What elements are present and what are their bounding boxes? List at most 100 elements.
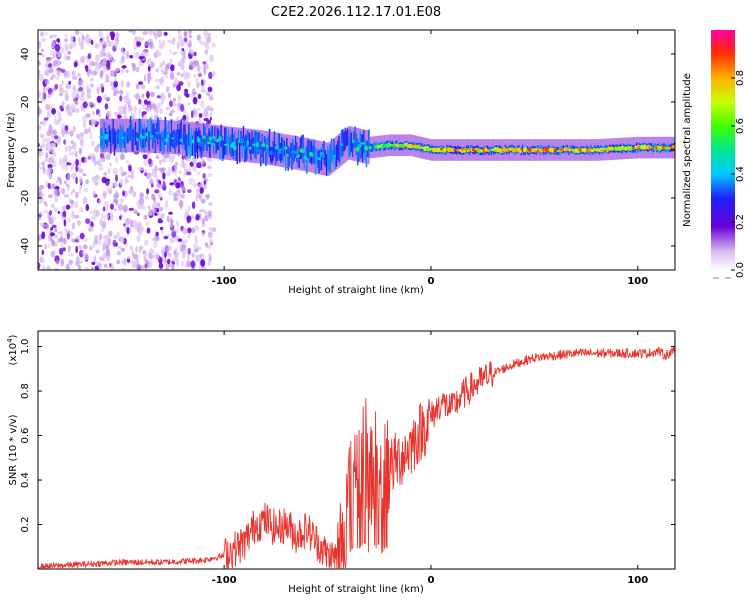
- spectrogram-cell: [93, 255, 97, 263]
- spectrogram-cell: [208, 128, 210, 147]
- spectrogram-cell: [148, 102, 153, 111]
- spectrogram-cell: [52, 53, 56, 59]
- spectrogram-cell: [180, 40, 185, 47]
- spectrogram-cell: [175, 258, 179, 267]
- spectrogram-cell: [48, 68, 54, 74]
- spectrogram-cell: [88, 245, 93, 251]
- spectrogram-cell: [203, 107, 209, 115]
- spectrogram-cell: [126, 81, 130, 88]
- spectrogram-cell: [42, 166, 46, 174]
- spectrogram-cell: [153, 174, 159, 178]
- snr-frame: [37, 330, 676, 570]
- spectrogram-cell: [104, 96, 110, 101]
- spectrogram-cell: [348, 137, 350, 158]
- spectrogram-cell: [42, 267, 47, 270]
- spectrogram-cell: [136, 137, 139, 142]
- spectrogram-cell: [64, 93, 70, 102]
- spectrogram-cell: [204, 178, 209, 182]
- spectrogram-cell: [237, 130, 240, 146]
- spectrogram-cell: [87, 227, 94, 232]
- spectrogram-cell: [196, 34, 201, 41]
- spectrogram-cell: [52, 152, 57, 158]
- spectrogram-cell: [181, 73, 184, 78]
- spectrogram-cell: [56, 38, 61, 43]
- spectrogram-cell: [146, 91, 150, 99]
- spectrogram-cell: [136, 212, 140, 217]
- spectrogram-cell: [138, 245, 142, 254]
- spectrogram-cell: [143, 74, 147, 82]
- spectrogram-cell: [271, 147, 273, 165]
- spectrogram-cell: [122, 124, 124, 144]
- spectrogram-cell: [92, 190, 96, 196]
- spectrogram-cell: [91, 266, 94, 270]
- spectrogram-cell: [333, 154, 337, 158]
- spectrogram-cell: [92, 176, 98, 184]
- spectrogram-cell: [73, 61, 78, 68]
- spectrogram-cell: [184, 88, 189, 93]
- spectrogram-cell: [183, 37, 188, 43]
- spectrogram-cell: [112, 33, 115, 38]
- spectrogram-cell: [130, 137, 135, 141]
- spectrogram-cell: [203, 30, 209, 37]
- spectrogram-cell: [156, 182, 160, 188]
- spectrogram-cell: [313, 140, 316, 165]
- y-tick-label: -20: [20, 190, 31, 206]
- spectrogram-cell: [188, 48, 193, 54]
- spectrogram-cell: [186, 260, 192, 268]
- spectrogram-cell: [46, 110, 51, 118]
- spectrogram-cell: [95, 249, 100, 254]
- spectrogram-cell: [177, 30, 181, 35]
- spectrogram-cell: [183, 124, 185, 145]
- spectrogram-cell: [165, 124, 168, 143]
- spectrogram-cell: [318, 149, 320, 174]
- spectrogram-cell: [206, 141, 212, 145]
- spectrogram-cell: [54, 43, 61, 52]
- spectrogram-cell: [520, 148, 524, 151]
- spectrogram-cell: [204, 126, 206, 144]
- spectrogram-cell: [67, 229, 71, 234]
- spectrogram-cell: [74, 239, 79, 243]
- spectrogram-cell: [57, 211, 61, 214]
- spectrogram-cell: [68, 160, 72, 164]
- spectrogram-plot: -100 0 100 40 20 0 -20 -40: [20, 29, 676, 287]
- spectrogram-cell: [156, 30, 162, 37]
- spectrogram-cell: [130, 172, 135, 180]
- spectrogram-cell: [96, 95, 102, 103]
- spectrogram-cell: [67, 173, 71, 182]
- spectrogram-cell: [193, 74, 197, 78]
- spectrogram-cell: [57, 176, 62, 181]
- spectrogram-cell: [202, 160, 205, 164]
- spectrogram-x-axis-label: Height of straight line (km): [288, 285, 424, 296]
- spectrogram-cell: [265, 138, 267, 167]
- spectrogram-cell: [147, 65, 151, 72]
- spectrogram-cell: [115, 200, 119, 206]
- spectrogram-cell: [352, 139, 355, 144]
- spectrogram-cell: [59, 236, 64, 243]
- spectrogram-cell: [122, 171, 128, 176]
- spectrogram-cell: [144, 195, 150, 200]
- spectrogram-cell: [183, 72, 188, 80]
- spectrogram-cell: [137, 108, 142, 116]
- spectrogram-cell: [187, 227, 192, 234]
- spectrogram-cell: [71, 151, 76, 156]
- spectrogram-cell: [267, 134, 270, 155]
- spectrogram-cell: [40, 54, 46, 58]
- snr-series-line: [38, 346, 675, 569]
- spectrogram-cell: [120, 79, 124, 88]
- spectrogram-cell: [38, 262, 41, 269]
- spectrogram-cell: [164, 251, 167, 258]
- spectrogram-cell: [88, 127, 91, 133]
- spectrogram-cell: [71, 238, 76, 243]
- spectrogram-cell: [175, 129, 178, 147]
- spectrogram-cell: [180, 63, 185, 71]
- spectrogram-cell: [176, 84, 181, 92]
- spectrogram-cell: [180, 50, 184, 56]
- spectrogram-cell: [197, 171, 201, 175]
- spectrogram-cell: [165, 248, 169, 254]
- spectrogram-cell: [183, 173, 186, 177]
- colorbar-tick-label: 0.0: [735, 262, 746, 278]
- spectrogram-cell: [51, 240, 56, 247]
- spectrogram-cell: [166, 262, 171, 268]
- spectrogram-cell: [180, 193, 186, 199]
- spectrogram-cell: [107, 167, 111, 175]
